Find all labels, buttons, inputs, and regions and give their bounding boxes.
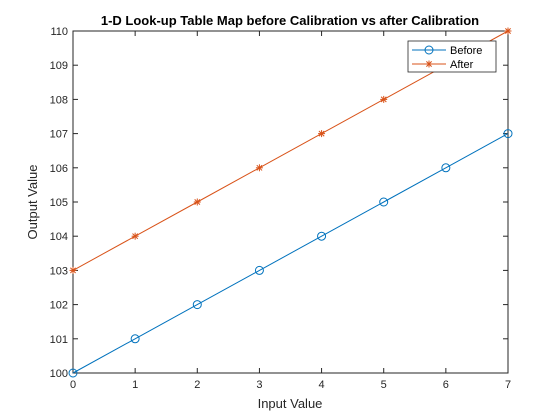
y-tick-label: 109 [50, 60, 68, 72]
y-axis: 100 101 102 103 104 105 106 107 108 109 110 [50, 26, 508, 380]
y-tick-label: 108 [50, 94, 68, 106]
data-point-after [318, 130, 326, 138]
y-tick-label: 103 [50, 265, 68, 277]
y-tick-label: 100 [50, 368, 68, 380]
data-point-before [379, 197, 389, 207]
plot-area [72, 30, 509, 374]
data-point-before [254, 265, 264, 275]
legend-label-after: After [450, 59, 474, 71]
data-point-after [193, 198, 201, 206]
legend-marker-after [425, 60, 433, 68]
x-tick-label: 2 [194, 379, 200, 391]
data-point-before [441, 163, 451, 173]
x-tick-label: 5 [381, 379, 387, 391]
y-tick-label: 110 [50, 26, 68, 38]
data-point-after [380, 95, 388, 103]
x-tick-label: 7 [505, 379, 511, 391]
data-point-after [255, 164, 263, 172]
data-point-before [68, 368, 78, 378]
data-point-before [317, 231, 327, 241]
x-axis-label: Input Value [258, 396, 323, 411]
y-tick-label: 101 [50, 334, 68, 346]
x-axis: 0 1 2 3 4 5 6 7 [70, 31, 511, 391]
chart-title: 1-D Look-up Table Map before Calibration… [101, 13, 479, 28]
x-tick-label: 0 [70, 379, 76, 391]
data-point-after [504, 27, 512, 35]
legend-box [407, 40, 497, 73]
legend: Before After [407, 40, 497, 73]
data-point-before [130, 334, 140, 344]
y-tick-label: 106 [50, 163, 68, 175]
y-tick-label: 102 [50, 300, 68, 312]
y-tick-label: 105 [50, 197, 68, 209]
series-line-before [72, 133, 509, 374]
x-tick-label: 3 [256, 379, 262, 391]
data-point-after [131, 232, 139, 240]
legend-label-before: Before [450, 45, 482, 57]
legend-marker-before [424, 45, 434, 55]
data-point-after [69, 266, 77, 274]
y-tick-label: 104 [50, 231, 68, 243]
data-point-before [503, 129, 513, 139]
x-tick-label: 6 [443, 379, 449, 391]
x-tick-label: 4 [319, 379, 325, 391]
x-tick-label: 1 [132, 379, 138, 391]
y-tick-label: 107 [50, 129, 68, 141]
data-point-before [192, 300, 202, 310]
y-axis-label: Output Value [25, 165, 40, 240]
